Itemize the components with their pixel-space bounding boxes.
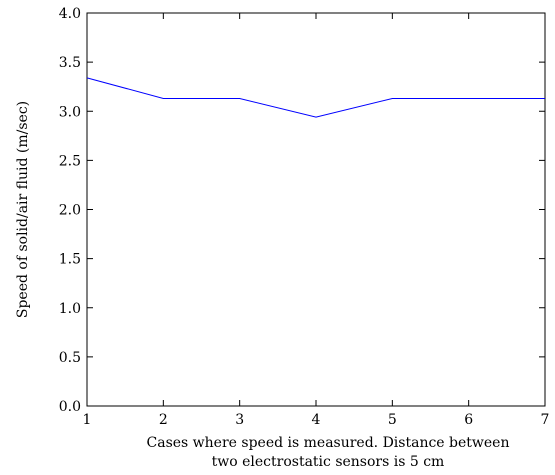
x-tick-label: 7 [541, 412, 550, 428]
x-tick-label: 4 [312, 412, 321, 428]
x-tick-label: 3 [235, 412, 244, 428]
x-tick-label: 1 [83, 412, 92, 428]
plot-area [86, 12, 546, 407]
y-tick-label: 2.0 [59, 203, 81, 219]
x-tick-label: 5 [388, 412, 397, 428]
x-axis-title-line-2: two electrostatic sensors is 5 cm [212, 454, 445, 470]
y-tick-label: 3.0 [59, 104, 81, 120]
y-tick-label: 3.5 [59, 55, 81, 71]
x-tick-label: 2 [159, 412, 168, 428]
y-tick-label: 1.0 [59, 301, 81, 317]
y-tick-label: 2.5 [59, 153, 81, 169]
tick-labels: 1 2 3 4 5 6 7 0.0 0.5 1.0 1.5 2.0 2.5 3.0 3.5 4.0 [59, 6, 550, 428]
y-axis-title: Speed of solid/air fluid (m/sec) [15, 101, 31, 318]
y-tick-label: 1.5 [59, 252, 81, 268]
y-tick-label: 4.0 [59, 6, 81, 22]
y-tick-label: 0.0 [59, 399, 81, 415]
plot-frame [86, 12, 546, 407]
x-tick-label: 6 [464, 412, 473, 428]
series-line-0 [86, 77, 545, 118]
x-axis-title-line-1: Cases where speed is measured. Distance … [147, 435, 510, 451]
y-tick-label: 0.5 [59, 350, 81, 366]
axis-ticks [86, 12, 546, 407]
